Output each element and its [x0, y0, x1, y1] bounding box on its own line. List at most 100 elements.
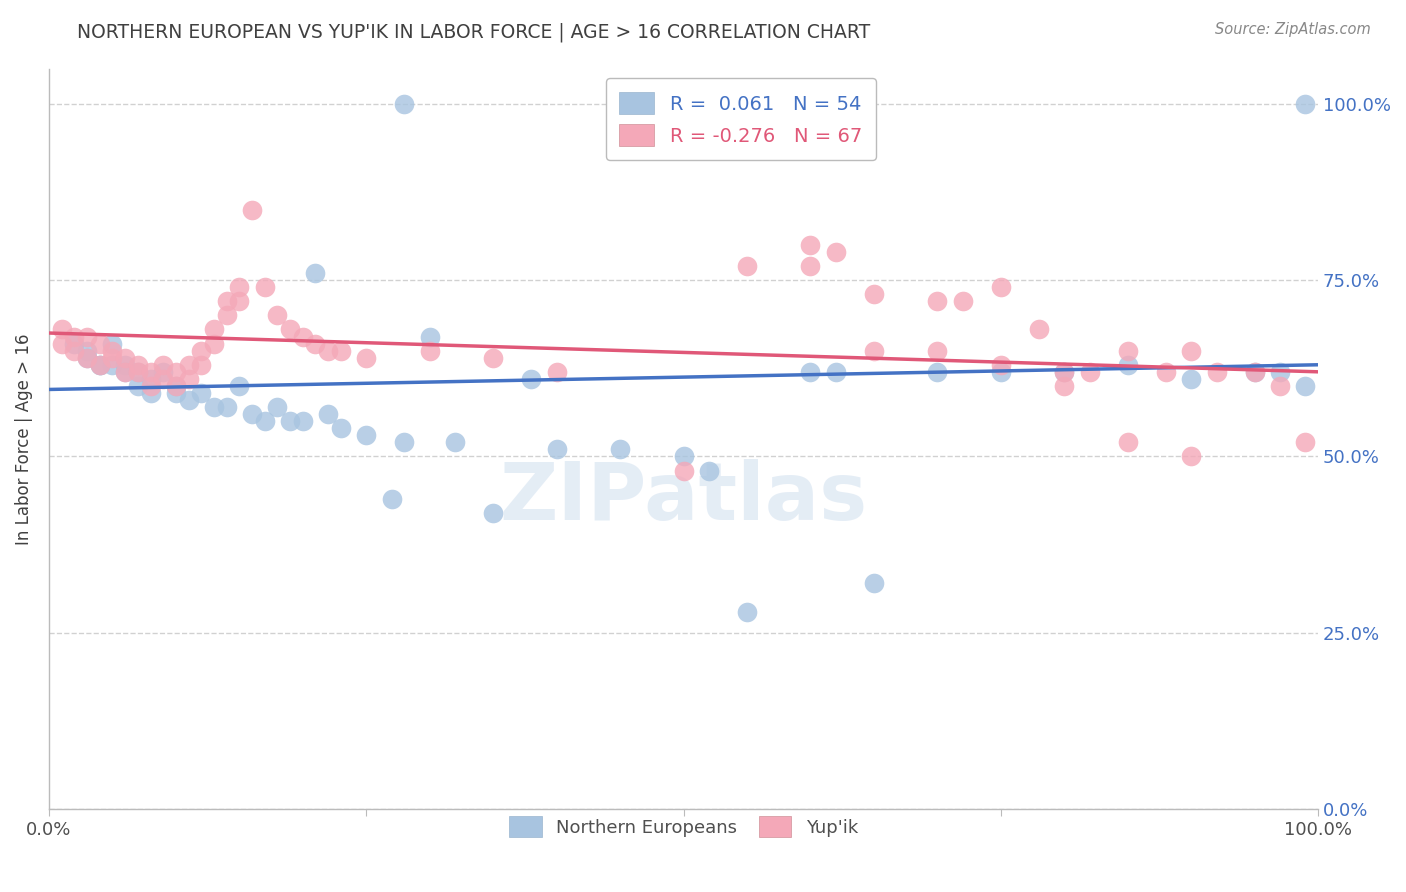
Point	[1243, 365, 1265, 379]
Point	[927, 343, 949, 358]
Point	[1180, 450, 1202, 464]
Point	[990, 365, 1012, 379]
Point	[114, 365, 136, 379]
Point	[278, 414, 301, 428]
Point	[356, 351, 378, 365]
Point	[63, 329, 86, 343]
Point	[952, 294, 974, 309]
Point	[76, 329, 98, 343]
Point	[824, 365, 846, 379]
Point	[51, 322, 73, 336]
Point	[419, 329, 441, 343]
Point	[444, 435, 467, 450]
Point	[482, 351, 505, 365]
Point	[329, 343, 352, 358]
Point	[190, 358, 212, 372]
Point	[316, 407, 339, 421]
Point	[1180, 343, 1202, 358]
Point	[63, 343, 86, 358]
Point	[799, 365, 821, 379]
Point	[190, 386, 212, 401]
Point	[1116, 343, 1139, 358]
Point	[139, 386, 162, 401]
Point	[1294, 379, 1316, 393]
Point	[127, 358, 149, 372]
Point	[139, 372, 162, 386]
Point	[127, 365, 149, 379]
Point	[228, 379, 250, 393]
Point	[824, 244, 846, 259]
Point	[291, 414, 314, 428]
Point	[1154, 365, 1177, 379]
Point	[1053, 365, 1076, 379]
Point	[863, 343, 886, 358]
Point	[520, 372, 543, 386]
Point	[316, 343, 339, 358]
Point	[1268, 379, 1291, 393]
Point	[101, 358, 124, 372]
Point	[240, 407, 263, 421]
Point	[1116, 358, 1139, 372]
Point	[127, 365, 149, 379]
Point	[266, 309, 288, 323]
Text: ZIPatlas: ZIPatlas	[499, 459, 868, 537]
Point	[672, 464, 695, 478]
Point	[291, 329, 314, 343]
Point	[1116, 435, 1139, 450]
Point	[51, 336, 73, 351]
Point	[139, 365, 162, 379]
Point	[114, 365, 136, 379]
Point	[76, 351, 98, 365]
Point	[215, 400, 238, 414]
Point	[697, 464, 720, 478]
Point	[228, 294, 250, 309]
Point	[381, 491, 404, 506]
Legend: Northern Europeans, Yup'ik: Northern Europeans, Yup'ik	[502, 809, 865, 845]
Point	[278, 322, 301, 336]
Point	[329, 421, 352, 435]
Point	[253, 280, 276, 294]
Point	[177, 392, 200, 407]
Point	[152, 372, 174, 386]
Point	[1078, 365, 1101, 379]
Point	[1053, 365, 1076, 379]
Point	[1053, 379, 1076, 393]
Point	[190, 343, 212, 358]
Point	[253, 414, 276, 428]
Text: Source: ZipAtlas.com: Source: ZipAtlas.com	[1215, 22, 1371, 37]
Point	[89, 358, 111, 372]
Point	[202, 322, 225, 336]
Point	[89, 358, 111, 372]
Point	[1205, 365, 1227, 379]
Point	[165, 365, 187, 379]
Point	[89, 336, 111, 351]
Point	[1180, 372, 1202, 386]
Point	[63, 336, 86, 351]
Point	[89, 358, 111, 372]
Point	[177, 358, 200, 372]
Point	[114, 358, 136, 372]
Point	[394, 435, 416, 450]
Point	[927, 294, 949, 309]
Point	[76, 351, 98, 365]
Point	[127, 379, 149, 393]
Point	[202, 336, 225, 351]
Point	[165, 379, 187, 393]
Point	[215, 294, 238, 309]
Text: NORTHERN EUROPEAN VS YUP'IK IN LABOR FORCE | AGE > 16 CORRELATION CHART: NORTHERN EUROPEAN VS YUP'IK IN LABOR FOR…	[77, 22, 870, 42]
Point	[1294, 435, 1316, 450]
Point	[609, 442, 631, 457]
Point	[177, 372, 200, 386]
Point	[735, 259, 758, 273]
Point	[1268, 365, 1291, 379]
Point	[990, 280, 1012, 294]
Point	[927, 365, 949, 379]
Point	[165, 379, 187, 393]
Point	[546, 442, 568, 457]
Point	[990, 358, 1012, 372]
Point	[304, 336, 326, 351]
Point	[76, 343, 98, 358]
Point	[799, 238, 821, 252]
Point	[1028, 322, 1050, 336]
Point	[215, 309, 238, 323]
